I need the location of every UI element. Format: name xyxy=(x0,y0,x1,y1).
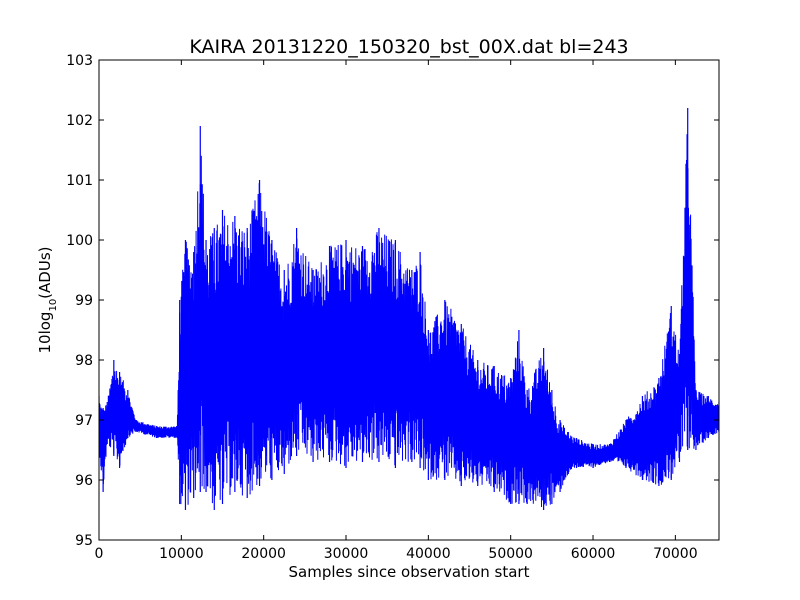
y-axis-label-prefix: 10log xyxy=(36,312,54,354)
x-tick-label: 40000 xyxy=(406,546,451,562)
y-tick-label: 98 xyxy=(75,353,93,369)
series-line xyxy=(99,134,719,508)
x-tick-label: 60000 xyxy=(571,546,616,562)
y-axis-label-suffix: (ADUs) xyxy=(36,247,54,299)
y-axis-label: 10log10(ADUs) xyxy=(36,247,59,354)
y-axis-label-subscript: 10 xyxy=(48,299,59,312)
y-tick-label: 95 xyxy=(75,533,93,549)
x-tick-label: 30000 xyxy=(324,546,369,562)
x-tick-label: 70000 xyxy=(653,546,698,562)
y-tick-label: 102 xyxy=(66,113,93,129)
y-tick-label: 100 xyxy=(66,233,93,249)
x-tick-label: 10000 xyxy=(159,546,204,562)
x-tick-label: 20000 xyxy=(241,546,286,562)
x-tick-label: 0 xyxy=(95,546,104,562)
series-layer xyxy=(99,108,719,510)
ticks-layer: 0 10000 20000 30000 40000 50000 60000 70000 95 96… xyxy=(66,53,719,562)
y-tick-label: 99 xyxy=(75,293,93,309)
x-tick-label: 50000 xyxy=(488,546,533,562)
y-tick-label: 101 xyxy=(66,173,93,189)
y-tick-label: 97 xyxy=(75,413,93,429)
x-axis-label: Samples since observation start xyxy=(289,563,530,581)
chart-title: KAIRA 20131220_150320_bst_00X.dat bl=243 xyxy=(189,36,628,58)
y-tick-label: 103 xyxy=(66,53,93,69)
plot-frame xyxy=(98,59,720,541)
y-tick-label: 96 xyxy=(75,473,93,489)
